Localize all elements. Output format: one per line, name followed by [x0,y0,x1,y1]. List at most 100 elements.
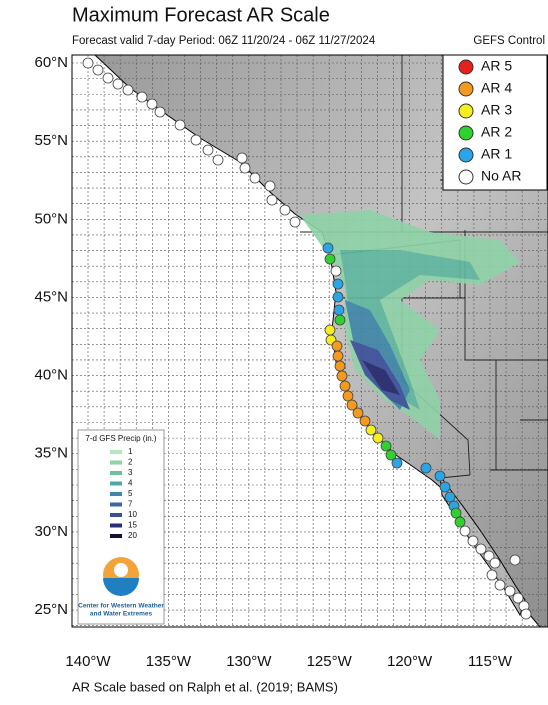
map-frame [71,54,548,628]
lat-label: 40°N [34,367,68,384]
lon-label: 130°W [226,653,272,670]
ar-point [504,585,516,597]
ar-legend-box [442,54,548,191]
ar-point [444,491,456,503]
ar-point [322,242,334,254]
ar-point [391,457,403,469]
ar-point [467,535,479,547]
ar-point [266,194,278,206]
precip-swatch [110,492,122,496]
ar-point [122,84,134,96]
logo-text: and Water Extremes [90,611,153,618]
precip-level: 7 [128,500,133,509]
ar-point [279,204,291,216]
ar-point [359,415,371,427]
ar-point [475,543,487,555]
ar-point [332,291,344,303]
ar-point [509,554,521,566]
precip-swatch [110,534,122,538]
precip-shading [300,210,520,440]
ar-point [346,399,358,411]
ar-point [334,314,346,326]
ar-point [352,407,364,419]
ar-point [339,380,351,392]
ar-point [365,424,377,436]
ar-legend-swatch [458,125,474,141]
ar-point [174,119,186,131]
precip-legend: 7-d GFS Precip (in.) Center for Western … [77,429,165,625]
ar-legend-swatch [458,103,474,119]
ar-point [154,106,166,118]
ar-legend-swatch [458,81,474,97]
ar-point [385,449,397,461]
precip-level: 15 [128,521,137,530]
ar-point [289,216,301,228]
subtitle: Forecast valid 7-day Period: 06Z 11/20/2… [72,35,376,47]
ar-point [236,152,248,164]
ar-point [82,57,94,69]
precip-swatch [110,471,122,475]
lon-label: 120°W [387,653,433,670]
footer: AR Scale based on Ralph et al. (2019; BA… [72,679,338,694]
ar-legend: AR 5 AR 4 AR 3 AR 2 AR 1 No AR [442,54,548,191]
ar-point [342,390,354,402]
ar-point [439,481,451,493]
ar-legend-label: AR 2 [481,124,512,140]
logo-drop [114,563,128,577]
ar-point [331,340,343,352]
ar-legend-swatch [458,147,474,163]
lon-label: 115°W [468,653,513,670]
precip-level: 5 [128,489,133,498]
precip-level: 2 [128,458,133,467]
precip-swatch [110,502,122,507]
ar-legend-label: No AR [481,168,521,184]
lat-label: 55°N [34,132,68,149]
ar-point [489,557,501,569]
ar-point [212,154,224,166]
precip-level: 20 [128,531,137,540]
ar-point [336,370,348,382]
precip-swatch [110,450,122,454]
precip-swatch [110,523,122,528]
ar-legend-label: AR 1 [481,146,512,162]
ar-legend-label: AR 5 [481,58,512,74]
ar-point [332,350,344,362]
ar-legend-label: AR 3 [481,102,512,118]
logo-water [103,578,139,596]
lon-label: 135°W [146,653,192,670]
lat-label: 50°N [34,210,68,227]
ar-point [334,360,346,372]
lon-label: 140°W [65,653,111,670]
precip-level: 4 [128,479,133,488]
ar-point [264,180,276,192]
ar-point [454,516,466,528]
ar-point [102,72,114,84]
ar-point [146,98,158,110]
ar-legend-swatch [458,169,474,185]
ar-point [136,91,148,103]
ar-point [494,579,506,591]
ar-point [249,172,261,184]
ar-point [380,440,392,452]
lon-label: 125°W [307,653,353,670]
ar-point [190,134,202,146]
ar-point [520,608,532,620]
precip-level: 10 [128,510,137,519]
precip-legend-title: 7-d GFS Precip (in.) [85,434,156,443]
ar-point [239,162,251,174]
ar-legend-swatch [458,59,474,75]
ar-point [333,304,345,316]
ar-point [512,592,524,604]
ar-point [420,462,432,474]
lat-label: 45°N [34,288,68,305]
precip-swatch [110,513,122,517]
lat-label: 30°N [34,523,68,540]
ar-point [486,569,498,581]
model-label: GEFS Control [473,35,545,47]
ar-point [330,265,342,277]
ar-point [434,470,446,482]
ar-points [82,57,532,620]
precip-level: 3 [128,468,133,477]
ar-point [450,507,462,519]
